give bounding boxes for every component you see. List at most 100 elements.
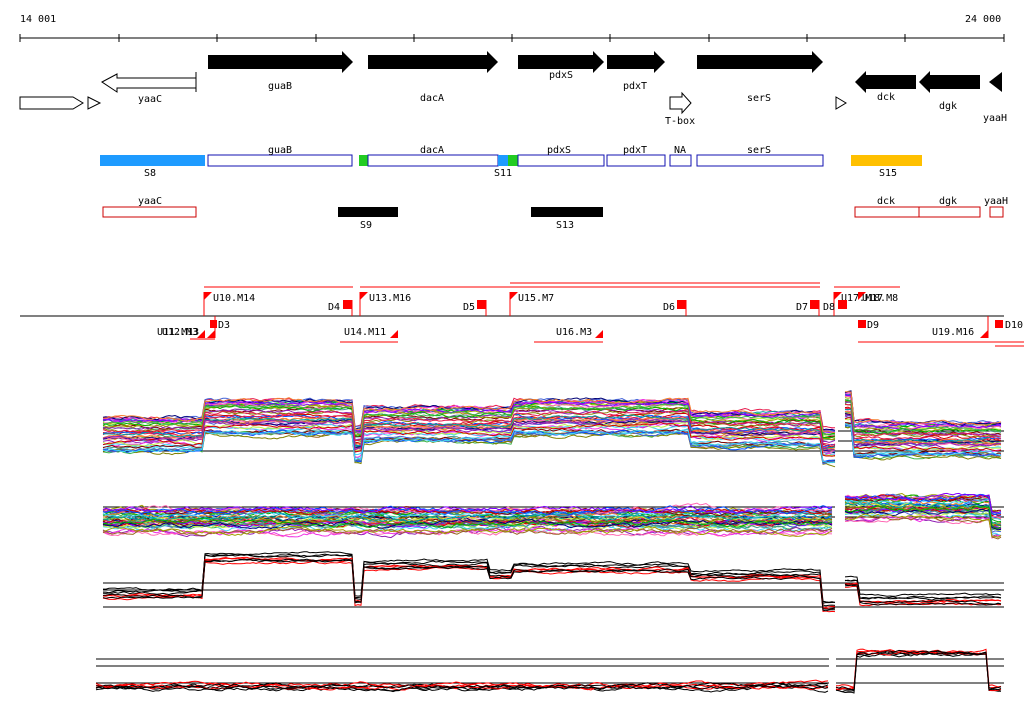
profile-line bbox=[844, 575, 1002, 597]
gene-arrow-pdxS[interactable] bbox=[518, 51, 604, 73]
segment-yaaH[interactable] bbox=[989, 206, 1004, 218]
gene-label: pdxT bbox=[623, 81, 647, 92]
upshift-U11-M13[interactable]: U11.M13 bbox=[157, 327, 205, 338]
downshift-D3[interactable]: D3 bbox=[210, 320, 230, 331]
profile-line bbox=[844, 417, 1002, 452]
profile-line bbox=[844, 500, 1002, 526]
gene-label: dgk bbox=[939, 101, 957, 112]
upshift-U10-M14[interactable]: U10.M14 bbox=[203, 292, 255, 316]
profile-line bbox=[102, 408, 836, 446]
profile-line bbox=[844, 515, 1002, 540]
downshift-D8[interactable]: D8 bbox=[823, 300, 847, 313]
segment-pdxS[interactable] bbox=[517, 154, 605, 167]
segment-serS[interactable] bbox=[696, 154, 824, 167]
segment-dgk[interactable] bbox=[918, 206, 981, 218]
gene-label: serS bbox=[747, 93, 771, 104]
segment-S11[interactable] bbox=[498, 155, 508, 166]
downshift-D10[interactable]: D10 bbox=[995, 320, 1023, 331]
segment-dacA[interactable] bbox=[367, 154, 499, 167]
upshift-U19-M16[interactable]: U19.M16 bbox=[932, 316, 989, 338]
gene-arrow-dck[interactable] bbox=[855, 71, 916, 93]
svg-text:U15.M7: U15.M7 bbox=[518, 293, 554, 304]
segment-pdxT[interactable] bbox=[606, 154, 666, 167]
svg-text:D7: D7 bbox=[796, 302, 808, 313]
svg-text:U10.M14: U10.M14 bbox=[213, 293, 255, 304]
profile-line bbox=[95, 682, 829, 691]
gene-arrow-yaaH[interactable] bbox=[989, 72, 1002, 92]
end-coordinate: 24 000 bbox=[965, 14, 1002, 25]
segment-label: S8 bbox=[144, 168, 156, 179]
segment-label: S15 bbox=[879, 168, 897, 179]
terminator-marker bbox=[87, 96, 102, 110]
profile-line bbox=[844, 424, 1002, 457]
profile-line bbox=[844, 392, 1002, 427]
terminator-marker bbox=[835, 96, 847, 110]
upshift-U16-M3[interactable]: U16.M3 bbox=[556, 327, 603, 338]
segment-S13[interactable] bbox=[531, 207, 603, 217]
profile-line bbox=[844, 583, 1002, 603]
segment-S9[interactable] bbox=[338, 207, 398, 217]
profile-line bbox=[102, 525, 833, 537]
gene-label: yaaH bbox=[983, 113, 1007, 124]
upshift-U17-M17[interactable]: U17.M17 bbox=[833, 292, 883, 316]
gene-arrow-pdxT[interactable] bbox=[607, 51, 665, 73]
svg-text:D8: D8 bbox=[823, 302, 835, 313]
segment-label: serS bbox=[747, 145, 771, 156]
profile-line bbox=[844, 399, 1002, 433]
gene-arrow-serS[interactable] bbox=[697, 51, 823, 73]
upshift-U14-M11[interactable]: U14.M11 bbox=[344, 327, 398, 338]
segment-label: dacA bbox=[420, 145, 444, 156]
segment-track-top: S8 guaB dacA S11 pdxS pdxT NA serS S15 bbox=[100, 145, 922, 179]
profile-line bbox=[835, 651, 1002, 693]
segment-green-marker bbox=[359, 155, 368, 166]
svg-text:D10: D10 bbox=[1005, 320, 1023, 331]
gene-arrow-dgk[interactable] bbox=[919, 71, 980, 93]
segment-dck[interactable] bbox=[854, 206, 920, 218]
profile-line bbox=[103, 397, 836, 434]
profile-line bbox=[102, 405, 836, 439]
segment-S8[interactable] bbox=[100, 155, 205, 166]
profile-line bbox=[102, 559, 836, 612]
downshift-D9[interactable]: D9 bbox=[858, 320, 879, 331]
gene-arrow-yaaC[interactable] bbox=[101, 73, 197, 93]
segment-S15[interactable] bbox=[851, 155, 922, 166]
segment-yaaC[interactable] bbox=[102, 206, 197, 218]
upshift-U18-M8[interactable]: U18.M8 bbox=[858, 292, 898, 304]
upshift-U12-M3[interactable]: U12.M3 bbox=[162, 316, 216, 338]
segment-guaB[interactable] bbox=[207, 154, 353, 167]
svg-text:U17.M17: U17.M17 bbox=[841, 293, 883, 304]
downshift-D6[interactable]: D6 bbox=[663, 300, 687, 316]
profile-line bbox=[844, 492, 1002, 514]
svg-text:U13.M16: U13.M16 bbox=[369, 293, 411, 304]
segment-green-marker bbox=[508, 155, 518, 166]
segment-NA[interactable] bbox=[669, 154, 692, 167]
profile-line bbox=[844, 514, 1002, 538]
profile-line bbox=[844, 391, 1002, 426]
segment-label: S11 bbox=[494, 168, 512, 179]
profile-track-reverse-multicolor bbox=[102, 492, 1004, 540]
segment-label: dgk bbox=[939, 196, 957, 207]
profile-line bbox=[102, 398, 836, 432]
svg-text:U19.M16: U19.M16 bbox=[932, 327, 974, 338]
downshift-D4[interactable]: D4 bbox=[328, 300, 353, 316]
gene-arrow-dacA[interactable] bbox=[368, 51, 498, 73]
profile-line bbox=[103, 517, 833, 529]
profile-track-forward-summary bbox=[102, 551, 1004, 613]
gene-arrow-guaB[interactable] bbox=[208, 51, 353, 73]
downshift-D7[interactable]: D7 bbox=[796, 300, 820, 316]
t-box-riboswitch-arrow[interactable] bbox=[669, 91, 692, 115]
profile-line bbox=[102, 558, 836, 610]
profile-line bbox=[102, 414, 836, 449]
gene-label: dck bbox=[877, 92, 895, 103]
svg-text:D9: D9 bbox=[867, 320, 879, 331]
downshift-D5[interactable]: D5 bbox=[463, 300, 487, 316]
profile-line bbox=[844, 394, 1002, 428]
profile-line bbox=[102, 509, 833, 521]
gene-arrow-unlabeled[interactable] bbox=[19, 96, 84, 110]
upshift-U13-M16[interactable]: U13.M16 bbox=[359, 292, 411, 316]
profile-line bbox=[844, 502, 1002, 526]
profile-line bbox=[102, 522, 832, 533]
upshift-U15-M7[interactable]: U15.M7 bbox=[509, 292, 554, 316]
